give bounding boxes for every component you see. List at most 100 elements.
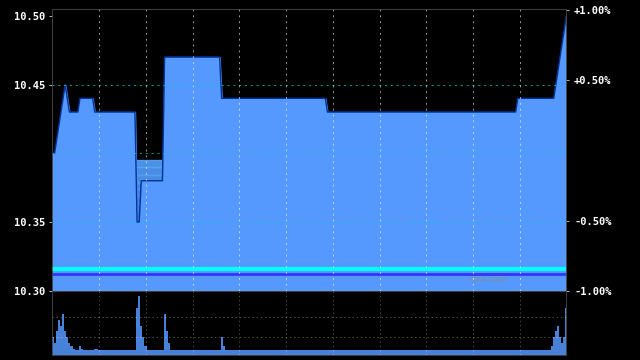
Bar xyxy=(142,337,145,355)
Bar xyxy=(477,350,479,355)
Bar xyxy=(189,350,191,355)
Bar xyxy=(369,350,371,355)
Bar xyxy=(56,331,58,355)
Bar xyxy=(409,350,411,355)
Bar xyxy=(52,276,566,283)
Bar xyxy=(326,350,328,355)
Bar xyxy=(267,350,269,355)
Bar xyxy=(234,350,236,355)
Bar xyxy=(161,350,163,355)
Bar xyxy=(500,350,502,355)
Bar xyxy=(470,350,472,355)
Bar xyxy=(115,350,117,355)
Bar xyxy=(117,350,119,355)
Bar xyxy=(166,331,168,355)
Bar xyxy=(52,240,566,247)
Bar xyxy=(339,350,341,355)
Bar xyxy=(553,337,555,355)
Bar xyxy=(316,350,318,355)
Bar xyxy=(54,343,56,355)
Bar xyxy=(187,350,189,355)
Bar xyxy=(531,350,534,355)
Bar xyxy=(510,350,513,355)
Bar xyxy=(529,350,531,355)
Bar xyxy=(276,350,278,355)
Bar xyxy=(174,350,176,355)
Bar xyxy=(356,350,358,355)
Bar xyxy=(221,337,223,355)
Bar xyxy=(428,350,430,355)
Bar xyxy=(195,350,197,355)
Bar xyxy=(239,350,242,355)
Bar xyxy=(493,350,495,355)
Bar xyxy=(58,320,60,355)
Bar xyxy=(151,350,153,355)
Bar xyxy=(466,350,468,355)
Bar xyxy=(85,350,88,355)
Bar xyxy=(432,350,434,355)
Bar xyxy=(286,350,288,355)
Bar xyxy=(157,350,159,355)
Bar xyxy=(269,350,271,355)
Bar xyxy=(62,314,64,355)
Bar xyxy=(487,350,489,355)
Bar xyxy=(346,350,348,355)
Bar xyxy=(227,350,229,355)
Bar xyxy=(561,343,563,355)
Bar xyxy=(358,350,360,355)
Text: sina.com: sina.com xyxy=(470,275,508,284)
Bar xyxy=(523,350,525,355)
Bar xyxy=(426,350,428,355)
Bar xyxy=(380,350,381,355)
Bar xyxy=(430,350,432,355)
Bar xyxy=(312,350,314,355)
Bar xyxy=(64,331,66,355)
Bar xyxy=(66,337,68,355)
Bar xyxy=(260,350,263,355)
Bar xyxy=(236,350,237,355)
Bar xyxy=(388,350,390,355)
Bar xyxy=(124,350,125,355)
Bar xyxy=(331,350,333,355)
Bar xyxy=(259,350,260,355)
Bar xyxy=(436,350,438,355)
Bar xyxy=(550,346,553,355)
Bar xyxy=(182,350,185,355)
Bar xyxy=(52,233,566,240)
Bar xyxy=(385,350,388,355)
Bar xyxy=(180,350,182,355)
Bar xyxy=(310,350,312,355)
Bar xyxy=(453,350,456,355)
Bar xyxy=(104,350,106,355)
Bar xyxy=(479,350,481,355)
Bar xyxy=(314,350,316,355)
Bar xyxy=(140,325,142,355)
Bar xyxy=(153,350,155,355)
Bar xyxy=(52,189,566,197)
Bar xyxy=(544,350,547,355)
Bar xyxy=(208,350,210,355)
Bar xyxy=(52,283,566,291)
Bar xyxy=(392,350,394,355)
Bar xyxy=(102,350,104,355)
Bar xyxy=(343,350,346,355)
Bar xyxy=(328,350,331,355)
Bar xyxy=(52,218,566,225)
Bar xyxy=(52,197,566,204)
Bar xyxy=(280,350,282,355)
Bar xyxy=(398,350,401,355)
Bar xyxy=(407,350,409,355)
Bar xyxy=(547,350,548,355)
Bar xyxy=(390,350,392,355)
Bar xyxy=(495,350,498,355)
Bar xyxy=(492,350,493,355)
Bar xyxy=(519,350,521,355)
Bar xyxy=(138,297,140,355)
Bar xyxy=(335,350,337,355)
Bar xyxy=(341,350,343,355)
Bar xyxy=(185,350,187,355)
Bar xyxy=(248,350,250,355)
Bar xyxy=(404,350,407,355)
Bar xyxy=(515,350,516,355)
Bar xyxy=(90,350,92,355)
